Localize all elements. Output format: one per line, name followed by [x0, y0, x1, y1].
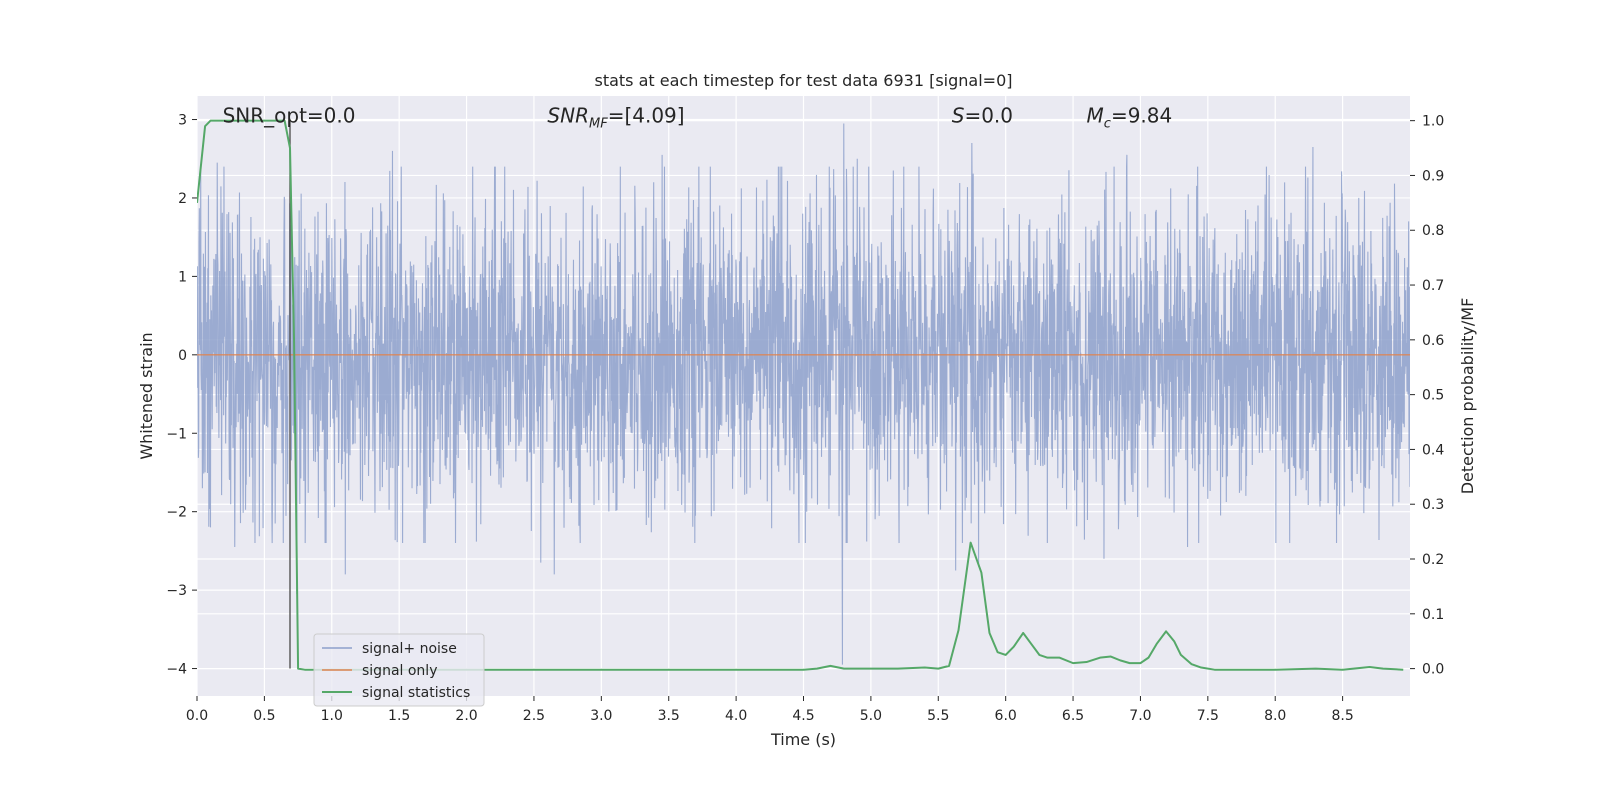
y-right-tick-label: 0.4 — [1422, 442, 1444, 458]
x-tick-label: 2.0 — [455, 708, 477, 724]
legend-box — [313, 633, 485, 707]
y-left-tick-label: 1 — [178, 269, 187, 285]
y-right-tick-label: 0.1 — [1422, 607, 1444, 623]
y-right-tick-label: 0.8 — [1422, 223, 1444, 239]
series-lines — [197, 119, 1410, 671]
x-axis: 0.0 0.5 1.0 1.5 2.0 2.5 3.0 3.5 4.0 4.5 5.0 5.5 6.0 6… — [186, 696, 1354, 724]
x-tick-label: 0.5 — [253, 708, 275, 724]
y-left-tick-label: 0 — [178, 348, 187, 364]
x-tick-label: 0.0 — [186, 708, 208, 724]
legend-entry: signal statistics — [362, 685, 470, 701]
x-tick-label: 1.0 — [321, 708, 343, 724]
legend-entry: signal+ noise — [362, 641, 457, 657]
annotation-value: =0.0 — [964, 104, 1013, 128]
annotation-0: SNR_opt=0.0 — [223, 104, 356, 128]
annotations: SNR_opt=0.0 SNRMF=[4.09] S=0.0 Mc=9.84 — [223, 104, 1173, 132]
x-tick-label: 2.5 — [523, 708, 545, 724]
y-right-tick-label: 1.0 — [1422, 114, 1444, 130]
x-tick-label: 6.5 — [1062, 708, 1084, 724]
x-tick-label: 1.5 — [388, 708, 410, 724]
y-left-tick-label: −4 — [166, 662, 187, 678]
annotation-1: SNRMF=[4.09] — [547, 104, 684, 132]
x-tick-label: 6.0 — [995, 708, 1017, 724]
x-tick-label: 7.0 — [1129, 708, 1151, 724]
y-left-tick-label: −3 — [166, 583, 187, 599]
y-axis-left-label: Whitened strain — [137, 332, 156, 459]
annotation-value: =[4.09] — [608, 104, 685, 128]
signal-statistics-line — [197, 119, 1404, 671]
y-right-tick-label: 0.0 — [1422, 662, 1444, 678]
x-tick-label: 5.0 — [860, 708, 882, 724]
x-tick-label: 8.0 — [1264, 708, 1286, 724]
annotation-3: Mc=9.84 — [1087, 104, 1173, 132]
y-axis-right-label: Detection probability/MF — [1458, 298, 1477, 495]
y-right-tick-label: 0.5 — [1422, 388, 1444, 404]
signal-noise-series — [197, 123, 1410, 665]
chart-title: stats at each timestep for test data 693… — [594, 71, 1012, 90]
annotation-subscript: c — [1104, 117, 1111, 132]
x-tick-label: 8.5 — [1331, 708, 1353, 724]
y-axis-left: 3 2 1 0 −1 −2 −3 −4 — [166, 113, 197, 678]
y-right-tick-label: 0.6 — [1422, 333, 1444, 349]
y-right-tick-label: 0.2 — [1422, 552, 1444, 568]
y-axis-right: 1.0 0.9 0.8 0.7 0.6 0.5 0.4 0.3 0.2 0.1 0.0 — [1410, 114, 1444, 678]
y-right-tick-label: 0.9 — [1422, 168, 1444, 184]
y-left-tick-label: 2 — [178, 191, 187, 207]
y-left-tick-label: 3 — [178, 113, 187, 129]
x-axis-label: Time (s) — [770, 730, 836, 749]
y-left-tick-label: −2 — [166, 505, 187, 521]
x-tick-label: 4.0 — [725, 708, 747, 724]
y-left-tick-label: −1 — [166, 426, 187, 442]
y-right-tick-label: 0.7 — [1422, 278, 1444, 294]
annotation-main: M — [1087, 104, 1104, 128]
annotation-subscript: MF — [589, 117, 608, 132]
legend: signal+ noise signal only signal statistic… — [313, 633, 485, 707]
y-right-tick-label: 0.3 — [1422, 497, 1444, 513]
signal-noise-line — [197, 123, 1410, 665]
annotation-value: =9.84 — [1111, 104, 1172, 128]
x-tick-label: 5.5 — [927, 708, 949, 724]
x-tick-label: 3.0 — [590, 708, 612, 724]
legend-entry: signal only — [362, 663, 437, 679]
x-tick-label: 4.5 — [792, 708, 814, 724]
annotation-2: S=0.0 — [952, 104, 1013, 128]
x-tick-label: 7.5 — [1197, 708, 1219, 724]
annotation-main: SNR — [547, 104, 589, 128]
annotation-main: S — [952, 104, 965, 128]
x-tick-label: 3.5 — [658, 708, 680, 724]
